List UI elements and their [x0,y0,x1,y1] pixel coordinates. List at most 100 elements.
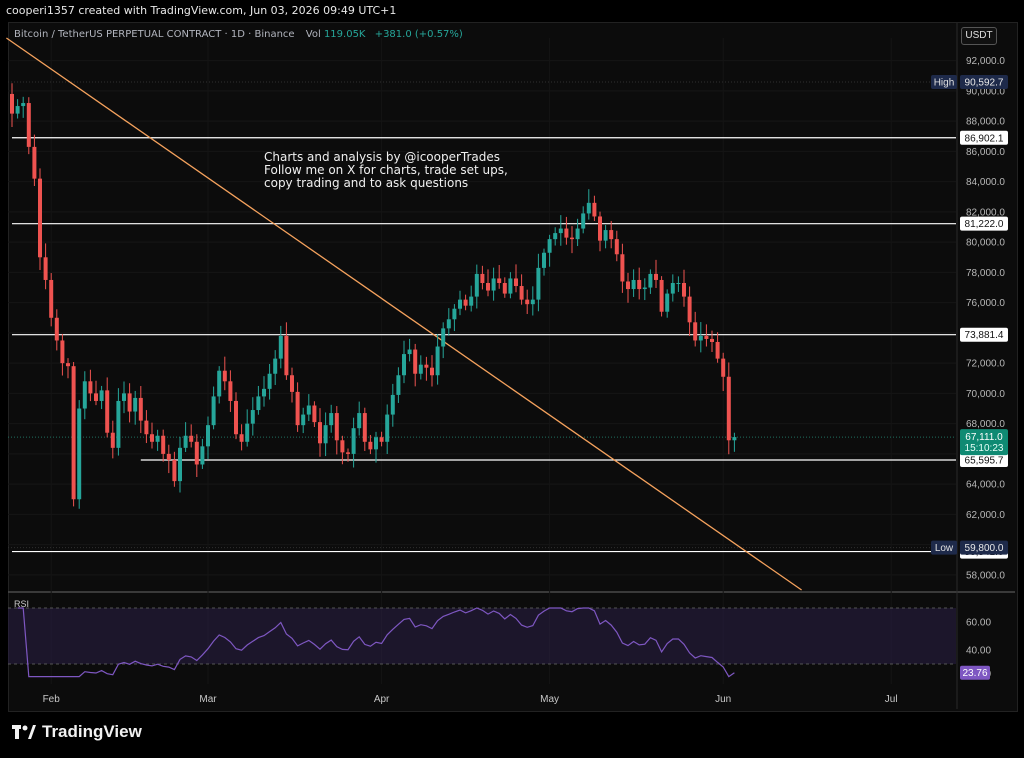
candle-body [194,441,199,465]
candle-body [26,103,31,147]
low-price-badge [960,540,1008,555]
candle-body [732,437,737,441]
rsi-tick-label: 40.00 [966,646,991,657]
low-tag [931,540,957,555]
candle-body [323,425,328,444]
candle-body [116,400,121,448]
candle-body [284,335,289,376]
price-tick-label: 88,000.0 [966,117,1005,128]
price-tick-label: 58,000.0 [966,570,1005,581]
candle-body [547,239,552,253]
chart-annotation: Charts and analysis by @icooperTrades Fo… [264,151,508,190]
currency-selector[interactable]: USDT [961,27,997,45]
candle-body [144,420,149,435]
rsi-band [8,608,956,664]
date-tick-label: May [540,694,559,705]
level-badge-label: 81,222.0 [965,219,1004,230]
candle-body [553,233,558,240]
rsi-label: RSI [14,599,29,609]
candle-body [301,414,306,426]
candle-body [446,319,451,329]
date-tick-label: Apr [374,694,390,705]
candle-body [161,435,166,454]
level-badge-label: 86,902.1 [965,133,1004,144]
current-price-label: 67,111.0 [965,432,1003,443]
symbol-legend[interactable]: Bitcoin / TetherUS PERPETUAL CONTRACT · … [14,29,463,40]
candle-body [105,390,110,433]
candle-body [418,364,423,374]
candle-body [609,230,614,240]
trendline [6,37,802,591]
price-tick-label: 70,000.0 [966,389,1005,400]
annotation-line: Follow me on X for charts, trade set ups… [264,163,508,177]
candle-body [385,414,390,442]
tradingview-logo[interactable]: TradingView [12,722,142,742]
low-tag-label: Low [935,543,954,554]
candle-body [110,432,115,448]
candle-body [329,413,334,426]
candle-body [474,273,479,297]
rsi-tick-label: 60.00 [966,618,991,629]
volume-value: 119.05K [323,29,366,40]
price-tick-label: 76,000.0 [966,298,1005,309]
candle-body [71,366,76,500]
price-tick-label: 82,000.0 [966,207,1005,218]
candle-body [256,396,261,411]
candle-body [234,400,238,435]
candle-body [424,364,429,368]
candle-body [250,410,255,424]
candle-body [66,363,70,367]
candle-body [262,388,266,397]
candle-body [603,230,608,241]
candle-body [334,413,339,441]
candle-body [525,299,530,305]
candle-body [665,293,670,312]
candle-body [306,405,311,415]
chart-panel[interactable] [8,22,1018,712]
symbol-title: Bitcoin / TetherUS PERPETUAL CONTRACT · … [14,29,295,40]
candle-body [94,393,98,401]
candle-body [374,437,378,450]
candle-body [536,267,541,300]
high-price-label: 90,592.7 [965,77,1004,88]
candle-body [88,381,93,394]
candle-body [463,299,468,306]
candle-body [721,358,726,377]
candle-body [626,281,630,290]
volume-label: Vol [305,29,321,40]
price-tick-label: 68,000.0 [966,419,1005,430]
high-tag [931,74,957,89]
price-tick-label: 78,000.0 [966,268,1005,279]
candle-body [592,202,597,217]
high-tag-label: High [934,77,955,88]
annotation-line: Charts and analysis by @icooperTrades [264,150,501,164]
candle-body [648,273,653,288]
attribution-text: cooperi1357 created with TradingView.com… [6,4,397,17]
candle-body [10,93,14,114]
candle-body [614,239,619,255]
candle-body [676,282,681,284]
candle-body [43,257,48,280]
rsi-value-badge [960,665,990,680]
price-tick-label: 80,000.0 [966,238,1005,249]
candle-body [82,381,87,409]
candle-body [514,278,518,287]
candle-body [122,393,126,401]
candle-body [150,434,154,442]
candle-body [362,413,367,442]
candle-body [670,282,675,294]
candle-body [715,341,720,359]
candle-body [654,273,658,280]
price-tick-label: 64,000.0 [966,480,1005,491]
candle-body [178,447,182,482]
candle-body [480,273,485,283]
price-tick-label: 62,000.0 [966,510,1005,521]
candle-body [217,370,222,397]
candle-body [502,282,507,294]
candle-body [21,103,26,107]
candle-body [60,340,65,364]
candle-body [189,435,194,442]
candle-body [396,375,401,395]
